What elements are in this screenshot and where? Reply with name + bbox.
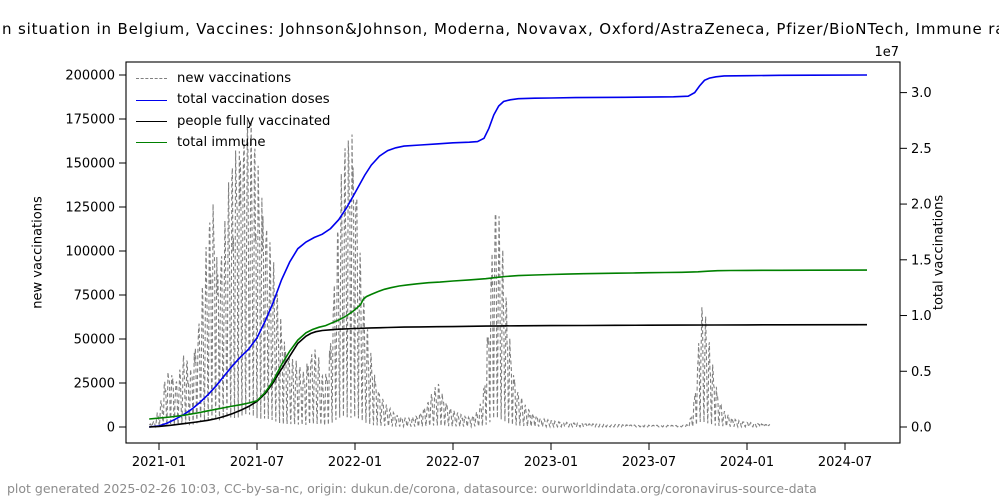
x-tick-label: 2024-01 [720,455,774,470]
series-total-vaccination-doses [149,74,868,428]
axes-frame [125,61,901,444]
series-new-vaccinations [149,119,771,429]
x-tick-label: 2023-07 [622,455,676,470]
legend-label: people fully vaccinated [177,113,331,129]
legend-label: total immune [177,135,266,151]
legend-item-total-vaccination-doses: total vaccination doses [136,89,330,110]
right-tick-label: 2.5 [911,142,932,157]
right-tick-label: 3.0 [911,86,932,101]
right-tick-label: 1.0 [911,309,932,324]
right-tick-label: 0.5 [911,365,932,380]
legend-item-total-immune: total immune [136,132,330,153]
y-axis-label-left: new vaccinations [30,196,46,309]
footer-credit: plot generated 2025-02-26 10:03, CC-by-s… [7,481,817,496]
axis-ticks-and-labels: 0 25000 50000 75000 100000 125000 150000 175000… [65,69,931,471]
chart-title: n situation in Belgium, Vaccines: Johnso… [2,20,999,38]
legend-line-sample-dashed-gray [136,78,167,80]
legend-line-sample-blue [136,99,167,101]
left-tick-label: 0 [107,421,115,436]
series-people-fully-vaccinated [149,323,868,428]
y-axis-offset-label: 1e7 [874,45,899,60]
right-tick-label: 2.0 [911,198,932,213]
left-tick-label: 175000 [65,113,115,128]
legend-line-sample-green [136,142,167,144]
series-total-immune [149,269,868,420]
left-tick-label: 100000 [65,245,115,260]
legend-item-people-fully-vaccinated: people fully vaccinated [136,111,330,132]
x-tick-label: 2021-01 [132,455,186,470]
y-axis-label-right: total vaccinations [931,194,947,311]
left-tick-label: 25000 [74,377,115,392]
x-tick-label: 2022-01 [328,455,382,470]
x-tick-label: 2021-07 [230,455,284,470]
legend-label: total vaccination doses [177,92,330,108]
right-tick-label: 0.0 [911,421,932,436]
left-tick-label: 125000 [65,201,115,216]
x-tick-label: 2023-01 [524,455,578,470]
legend: new vaccinations total vaccination doses… [136,68,330,154]
legend-label: new vaccinations [177,71,292,87]
left-tick-label: 75000 [74,289,115,304]
left-tick-label: 50000 [74,333,115,348]
plot-series [149,74,868,429]
x-tick-label: 2022-07 [426,455,480,470]
right-tick-label: 1.5 [911,253,932,268]
legend-line-sample-black [136,120,167,122]
left-tick-label: 200000 [65,69,115,84]
legend-item-new-vaccinations: new vaccinations [136,68,330,89]
x-tick-label: 2024-07 [818,455,872,470]
left-tick-label: 150000 [65,157,115,172]
